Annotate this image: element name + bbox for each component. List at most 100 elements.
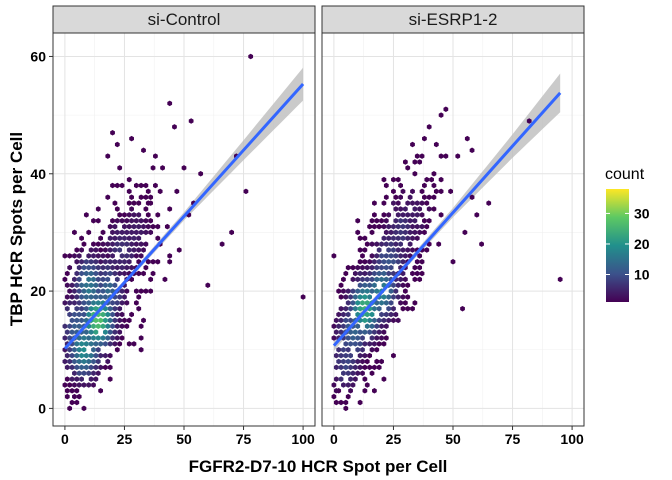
hexbin-cell: [400, 270, 406, 277]
hexbin-cell: [410, 305, 415, 312]
hexbin-cell: [372, 223, 377, 230]
hexbin-cell: [379, 264, 384, 271]
hexbin-cell: [414, 212, 420, 218]
hexbin-cell: [341, 311, 346, 318]
hexbin-cell: [129, 206, 134, 212]
hexbin-cell: [426, 241, 432, 247]
hexbin-cell: [410, 235, 415, 242]
hexbin-cell: [381, 329, 387, 335]
hexbin-cell: [438, 188, 444, 195]
hexbin-cell: [367, 341, 373, 347]
hexbin-cell: [357, 294, 363, 300]
hexbin-cell: [333, 329, 339, 335]
hexbin-cell: [372, 364, 377, 371]
hexbin-cell: [400, 305, 406, 312]
hexbin-cell: [74, 294, 80, 300]
hexbin-cell: [138, 288, 144, 294]
hexbin-cell: [141, 270, 146, 277]
hexbin-cell: [112, 329, 118, 335]
hexbin-cell: [364, 358, 370, 365]
hexbin-cell: [388, 229, 394, 236]
hexbin-cell: [103, 352, 108, 359]
hexbin-cell: [355, 323, 361, 330]
hexbin-cell: [362, 364, 368, 371]
hexbin-cell: [350, 264, 356, 271]
hexbin-cell: [69, 352, 75, 359]
hexbin-cell: [64, 282, 70, 288]
hexbin-cell: [86, 335, 92, 341]
hexbin-cell: [98, 259, 104, 265]
hexbin-cell: [379, 311, 384, 318]
hexbin-cell: [143, 241, 149, 247]
hexbin-cell: [67, 300, 73, 306]
hexbin-cell: [148, 194, 154, 200]
hexbin-cell: [391, 259, 396, 265]
hexbin-cell: [69, 388, 75, 394]
hexbin-cell: [407, 194, 413, 200]
hexbin-cell: [79, 247, 84, 253]
hexbin-cell: [98, 247, 104, 253]
hexbin-cell: [114, 347, 120, 353]
hexbin-cell: [383, 241, 389, 247]
hexbin-cell: [131, 341, 137, 347]
hexbin-cell: [64, 305, 70, 312]
hexbin-cell: [117, 235, 123, 242]
hexbin-cell: [350, 276, 356, 283]
hexbin-cell: [83, 305, 89, 312]
hexbin-cell: [417, 159, 423, 165]
hexbin-cell: [395, 212, 401, 218]
hexbin-cell: [138, 194, 144, 200]
gridlines-si-control: [53, 33, 315, 426]
hexbin-cell: [336, 288, 342, 294]
hexbin-cell: [362, 341, 368, 347]
hexbin-cell: [372, 317, 377, 324]
hexbin-cell: [62, 358, 68, 365]
hexbin-cell: [126, 341, 132, 347]
hexbin-cell: [391, 317, 396, 324]
hexbin-cell: [79, 294, 84, 300]
hexbin-cell: [64, 376, 70, 382]
hexbin-cell: [81, 370, 87, 376]
hexbin-cell: [374, 288, 380, 294]
hexbin-cell: [438, 176, 444, 183]
hexbin-cell: [64, 388, 70, 394]
hexbin-cell: [114, 300, 120, 306]
hexbin-cell: [143, 182, 149, 189]
hexbin-cell: [398, 229, 403, 236]
hexbin-cell: [352, 329, 358, 335]
hexbin-cell: [393, 217, 399, 224]
hexbin-cell: [412, 229, 418, 236]
hexbin-cell: [105, 335, 111, 341]
hexbin-cell: [402, 159, 408, 165]
hexbin-cell: [391, 352, 396, 359]
hexbin-cell: [100, 335, 106, 341]
hexbin-cell: [129, 311, 134, 318]
hexbin-cell: [355, 229, 361, 236]
regression-line-group-si-control: [63, 83, 305, 350]
hexbin-cell: [424, 176, 430, 183]
hexbin-cell: [352, 364, 358, 371]
hexbin-cell: [383, 323, 389, 330]
hexbin-cell: [348, 388, 353, 394]
hexbin-cell: [105, 311, 111, 318]
hexbin-cell: [386, 259, 392, 265]
hexbin-cell: [138, 323, 144, 330]
hexbin-cell: [138, 241, 144, 247]
hexbin-cell: [398, 276, 403, 283]
hexbin-cell: [469, 194, 475, 200]
hexbin-cell: [388, 241, 394, 247]
hexbin-cell: [383, 300, 389, 306]
hexbin-cell: [336, 347, 342, 353]
hexbin-cell: [374, 335, 380, 341]
hexbin-cell: [110, 241, 115, 247]
hexbin-cell: [81, 241, 87, 247]
hexbin-cell: [129, 241, 134, 247]
hexbin-cell: [81, 382, 87, 388]
x-ticks-si-esrp1-2: 0 25 50 75 100: [330, 426, 584, 447]
hexbin-cell: [69, 399, 75, 406]
hexbin-cell: [155, 223, 161, 230]
hexbin-cell: [386, 247, 392, 253]
hexbin-cell: [431, 182, 437, 189]
hexbin-cell: [67, 347, 73, 353]
hexbin-cell: [122, 270, 127, 277]
